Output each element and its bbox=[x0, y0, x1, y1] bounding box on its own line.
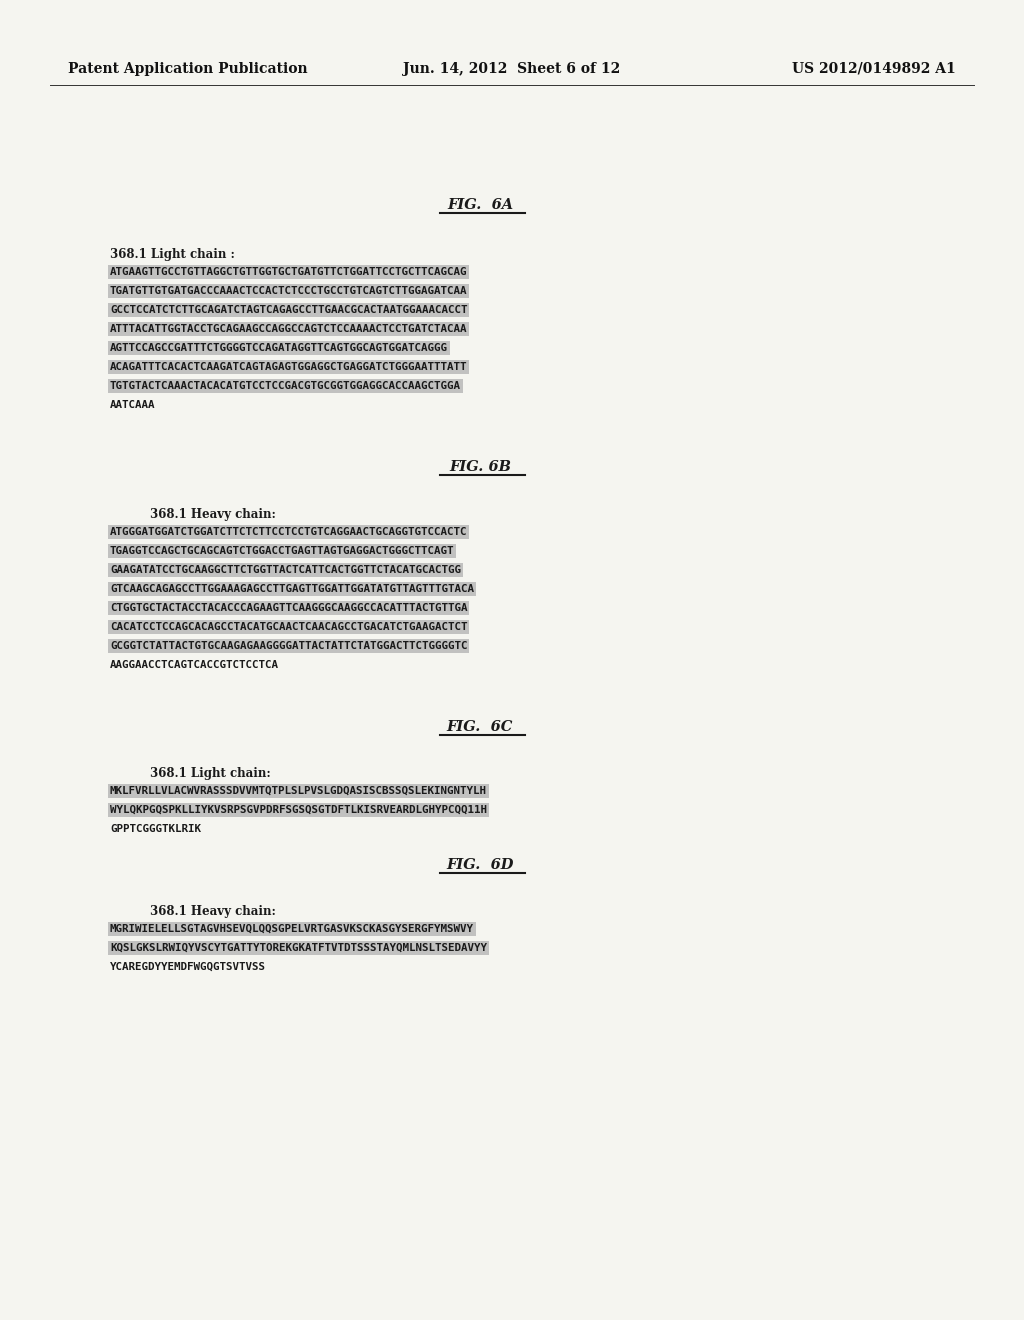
Text: FIG.  6C: FIG. 6C bbox=[446, 719, 513, 734]
Text: ATTTACATTGGTACCTGCAGAAGCCAGGCCAGTCTCCAAAACTCCTGATCTACAA: ATTTACATTGGTACCTGCAGAAGCCAGGCCAGTCTCCAAA… bbox=[110, 323, 468, 334]
Text: GAAGATATCCTGCAAGGCTTCTGGTTACTCATTCACTGGTTCTACATGCACTGG: GAAGATATCCTGCAAGGCTTCTGGTTACTCATTCACTGGT… bbox=[110, 565, 461, 576]
Text: 368.1 Heavy chain:: 368.1 Heavy chain: bbox=[150, 906, 275, 917]
Text: FIG.  6D: FIG. 6D bbox=[446, 858, 514, 873]
Text: 368.1 Light chain:: 368.1 Light chain: bbox=[150, 767, 270, 780]
Text: US 2012/0149892 A1: US 2012/0149892 A1 bbox=[793, 62, 956, 77]
Text: TGTGTACTCAAACTACACATGTCCTCCGACGTGCGGTGGAGGCACCAAGCTGGA: TGTGTACTCAAACTACACATGTCCTCCGACGTGCGGTGGA… bbox=[110, 381, 461, 391]
Text: CACATCCTCCAGCACAGCCTACATGCAACTCAACAGCCTGACATCTGAAGACTCT: CACATCCTCCAGCACAGCCTACATGCAACTCAACAGCCTG… bbox=[110, 622, 468, 632]
Text: GCCTCCATCTCTTGCAGATCTAGTCAGAGCCTTGAACGCACTAATGGAAACACCT: GCCTCCATCTCTTGCAGATCTAGTCAGAGCCTTGAACGCA… bbox=[110, 305, 468, 315]
Text: 368.1 Light chain :: 368.1 Light chain : bbox=[110, 248, 234, 261]
Text: GCGGTCTATTACTGTGCAAGAGAAGGGGATTACTATTCTATGGACTTCTGGGGTC: GCGGTCTATTACTGTGCAAGAGAAGGGGATTACTATTCTA… bbox=[110, 642, 468, 651]
Text: FIG.  6A: FIG. 6A bbox=[446, 198, 513, 213]
Text: ATGGGATGGATCTGGATCTTCTCTTCCTCCTGTCAGGAACTGCAGGTGTCCACTC: ATGGGATGGATCTGGATCTTCTCTTCCTCCTGTCAGGAAC… bbox=[110, 527, 468, 537]
Text: GTCAAGCAGAGCCTTGGAAAGAGCCTTGAGTTGGATTGGATATGTTAGTTTGTACA: GTCAAGCAGAGCCTTGGAAAGAGCCTTGAGTTGGATTGGA… bbox=[110, 583, 474, 594]
Text: Jun. 14, 2012  Sheet 6 of 12: Jun. 14, 2012 Sheet 6 of 12 bbox=[403, 62, 621, 77]
Text: MGRIWIELELLSGTAGVHSEVQLQQSGPELVRTGASVKSCKASGYSERGFYMSWVY: MGRIWIELELLSGTAGVHSEVQLQQSGPELVRTGASVKSC… bbox=[110, 924, 474, 935]
Text: GPPTCGGGTKLRIK: GPPTCGGGTKLRIK bbox=[110, 824, 201, 834]
Text: FIG. 6B: FIG. 6B bbox=[449, 459, 511, 474]
Text: Patent Application Publication: Patent Application Publication bbox=[68, 62, 307, 77]
Text: AGTTCCAGCCGATTTCTGGGGTCCAGATAGGTTCAGTGGCAGTGGATCAGGG: AGTTCCAGCCGATTTCTGGGGTCCAGATAGGTTCAGTGGC… bbox=[110, 343, 449, 352]
Text: WYLQKPGQSPKLLIYKVSRPSGVPDRFSGSQSGTDFTLKISRVEARDLGHYPCQQ11H: WYLQKPGQSPKLLIYKVSRPSGVPDRFSGSQSGTDFTLKI… bbox=[110, 805, 487, 814]
Text: YCAREGDYYEMDFWGQGTSVTVSS: YCAREGDYYEMDFWGQGTSVTVSS bbox=[110, 962, 266, 972]
Text: ACAGATTTCACACTCAAGATCAGTAGAGTGGAGGCTGAGGATCTGGGAATTTATT: ACAGATTTCACACTCAAGATCAGTAGAGTGGAGGCTGAGG… bbox=[110, 362, 468, 372]
Text: TGAGGTCCAGCTGCAGCAGTCTGGACCTGAGTTAGTGAGGACTGGGCTTCAGT: TGAGGTCCAGCTGCAGCAGTCTGGACCTGAGTTAGTGAGG… bbox=[110, 546, 455, 556]
Text: KQSLGKSLRWIQYVSCYTGATTYTOREKGKATFTVTDTSSSTAYQMLNSLTSEDAVYY: KQSLGKSLRWIQYVSCYTGATTYTOREKGKATFTVTDTSS… bbox=[110, 942, 487, 953]
Text: MKLFVRLLVLACWVRASSSDVVMTQTPLSLPVSLGDQASISCBSSQSLEKINGNTYLH: MKLFVRLLVLACWVRASSSDVVMTQTPLSLPVSLGDQASI… bbox=[110, 785, 487, 796]
Text: CTGGTGCTACTACCTACACCCAGAAGTTCAAGGGCAAGGCCACATTTACTGTTGA: CTGGTGCTACTACCTACACCCAGAAGTTCAAGGGCAAGGC… bbox=[110, 603, 468, 612]
Text: 368.1 Heavy chain:: 368.1 Heavy chain: bbox=[150, 508, 275, 521]
Text: AAGGAACCTCAGTCACCGTCTCCTCA: AAGGAACCTCAGTCACCGTCTCCTCA bbox=[110, 660, 279, 671]
Text: AATCAAA: AATCAAA bbox=[110, 400, 156, 411]
Text: TGATGTTGTGATGACCCAAACTCCACTCTCCCTGCCTGTCAGTCTTGGAGATCAA: TGATGTTGTGATGACCCAAACTCCACTCTCCCTGCCTGTC… bbox=[110, 286, 468, 296]
Text: ATGAAGTTGCCTGTTAGGCTGTTGGTGCTGATGTTCTGGATTCCTGCTTCAGCAG: ATGAAGTTGCCTGTTAGGCTGTTGGTGCTGATGTTCTGGA… bbox=[110, 267, 468, 277]
